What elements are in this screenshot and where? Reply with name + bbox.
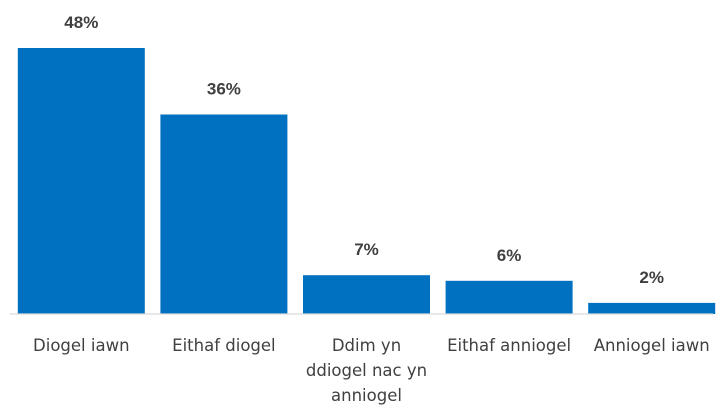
data-label-1: 48% <box>64 13 98 32</box>
data-labels-layer: 48% 36% 7% 6% 2% <box>64 13 664 287</box>
category-label-line: ddiogel nac yn <box>306 361 427 380</box>
bar-2 <box>160 114 288 314</box>
bar-3 <box>303 275 430 314</box>
category-labels-layer: Diogel iawn Eithaf diogel Ddim yn ddiogel n… <box>33 336 710 405</box>
category-label-line: anniogel <box>331 386 402 405</box>
bar-5 <box>588 302 716 314</box>
data-label-2: 36% <box>207 80 241 99</box>
bar-4 <box>445 280 573 315</box>
bars-layer <box>17 48 716 315</box>
bar-1 <box>17 48 145 314</box>
category-label-line: Eithaf diogel <box>172 336 275 355</box>
category-label-5: Anniogel iawn <box>594 336 710 355</box>
category-label-1: Diogel iawn <box>33 336 130 355</box>
data-label-4: 6% <box>497 246 522 265</box>
category-label-line: Eithaf anniogel <box>447 336 571 355</box>
data-label-3: 7% <box>354 240 379 259</box>
category-label-line: Diogel iawn <box>33 336 130 355</box>
category-label-4: Eithaf anniogel <box>447 336 571 355</box>
category-label-line: Ddim yn <box>332 336 401 355</box>
category-label-line: Anniogel iawn <box>594 336 710 355</box>
category-label-3: Ddim yn ddiogel nac yn anniogel <box>306 336 427 405</box>
category-label-2: Eithaf diogel <box>172 336 275 355</box>
data-label-5: 2% <box>639 268 664 287</box>
